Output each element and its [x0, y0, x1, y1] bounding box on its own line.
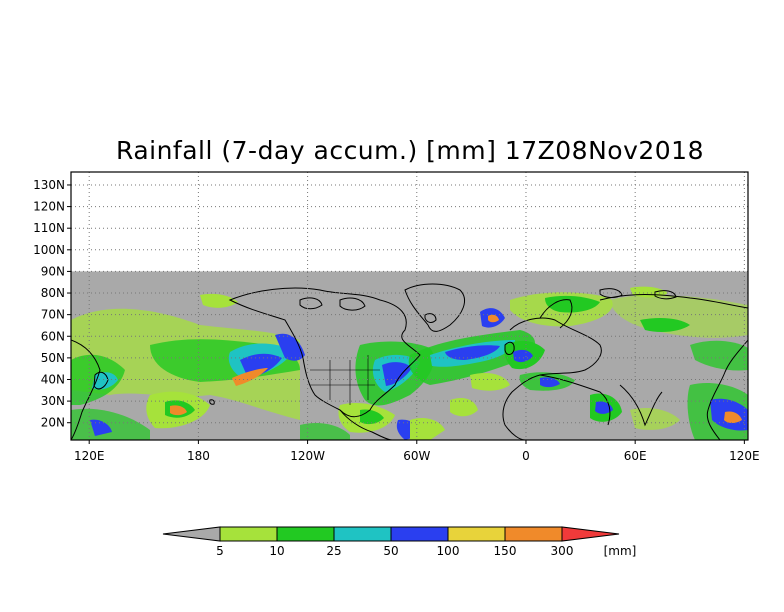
- rainfall-patches: [71, 286, 748, 440]
- legend-bin: [333, 526, 392, 542]
- gridlines: [71, 172, 748, 440]
- lon-label: 120E: [729, 449, 760, 463]
- legend-label: 300: [551, 544, 574, 558]
- map-frame: [70, 171, 749, 441]
- lat-label: 100N: [33, 243, 65, 257]
- legend-bin: [162, 526, 221, 542]
- legend-bin: [447, 526, 506, 542]
- lat-label: 40N: [41, 372, 65, 386]
- legend-unit: [mm]: [604, 544, 637, 558]
- legend-bin: [219, 526, 278, 542]
- lon-label: 0: [522, 449, 530, 463]
- lon-label: 60E: [624, 449, 647, 463]
- legend-label: 150: [494, 544, 517, 558]
- legend-bin: [504, 526, 563, 542]
- legend-label: 50: [383, 544, 398, 558]
- lat-label: 80N: [41, 286, 65, 300]
- legend-bin: [390, 526, 449, 542]
- lat-label: 20N: [41, 416, 65, 430]
- legend-label: 5: [216, 544, 224, 558]
- lat-label: 60N: [41, 329, 65, 343]
- legend-label: 100: [437, 544, 460, 558]
- legend-label: 10: [269, 544, 284, 558]
- lat-label: 50N: [41, 351, 65, 365]
- legend-bin: [276, 526, 335, 542]
- lat-label: 120N: [33, 200, 65, 214]
- lon-label: 60W: [403, 449, 430, 463]
- lat-label: 110N: [33, 221, 65, 235]
- lon-label: 120W: [290, 449, 325, 463]
- lat-label: 90N: [41, 264, 65, 278]
- lon-label: 120E: [74, 449, 105, 463]
- lon-label: 180: [187, 449, 210, 463]
- map-title: Rainfall (7-day accum.) [mm] 17Z08Nov201…: [116, 136, 704, 165]
- lat-label: 130N: [33, 178, 65, 192]
- lat-label: 30N: [41, 394, 65, 408]
- legend-label: 25: [326, 544, 341, 558]
- legend-bin: [561, 526, 620, 542]
- coastlines: [71, 283, 748, 440]
- lat-label: 70N: [41, 308, 65, 322]
- longitude-axis: 120E 180 120W 60W 0 60E 120E: [74, 440, 760, 463]
- latitude-axis: 130N 120N 110N 100N 90N 80N 70N 60N 50N 40N 30N 20N: [33, 178, 71, 430]
